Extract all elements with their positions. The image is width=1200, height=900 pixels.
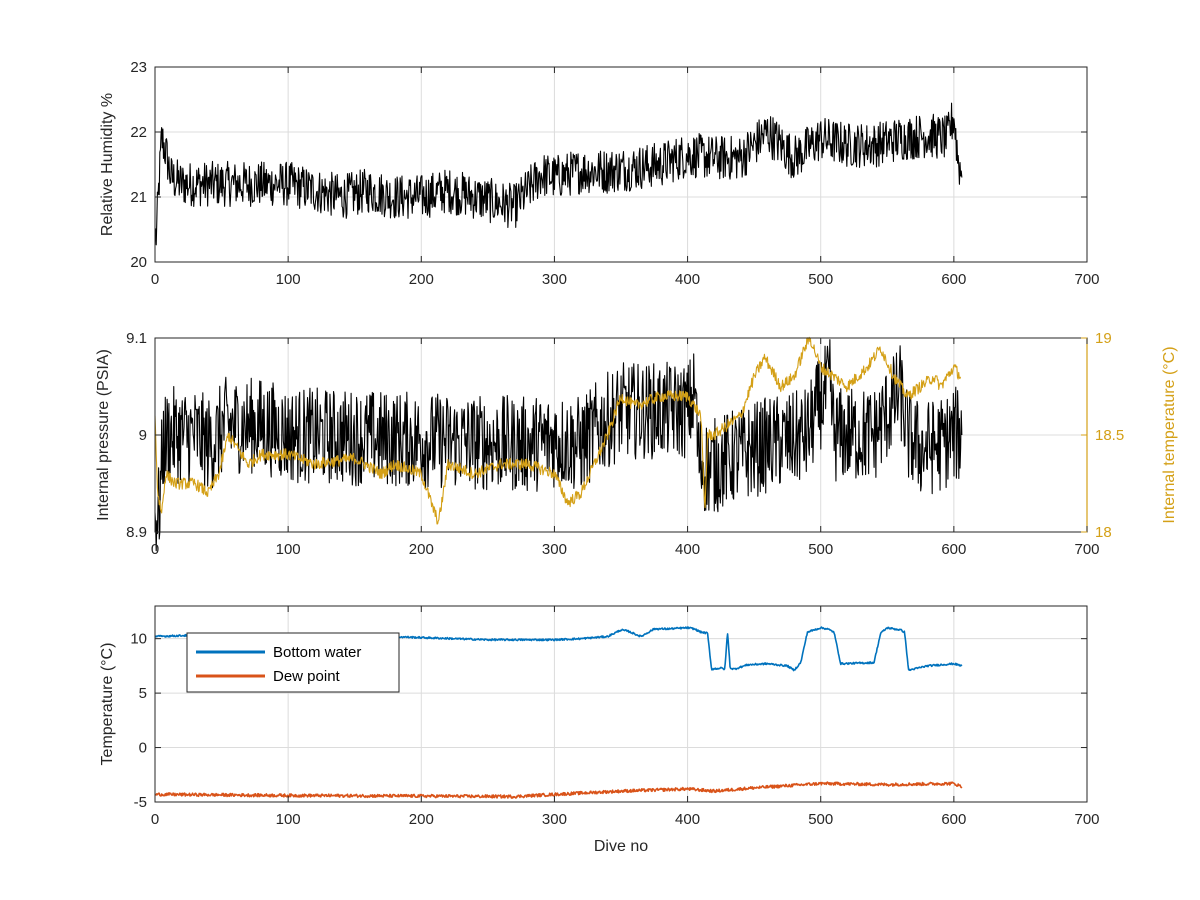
- x-tick-label: 600: [941, 271, 966, 288]
- x-tick-label: 0: [151, 541, 159, 558]
- x-tick-label: 300: [542, 271, 567, 288]
- y2-tick-label: 18: [1095, 524, 1112, 541]
- x-tick-label: 200: [409, 271, 434, 288]
- y-tick-label: 5: [139, 685, 147, 702]
- x-tick-label: 400: [675, 541, 700, 558]
- x-tick-label: 700: [1074, 271, 1099, 288]
- x-tick-label: 400: [675, 271, 700, 288]
- x-tick-label: 300: [542, 811, 567, 828]
- axes-box: [154, 605, 1088, 803]
- legend-box: [186, 632, 400, 693]
- legend-label: Bottom water: [273, 644, 361, 661]
- series-line-2-2: [154, 336, 962, 525]
- x-tick-label: 100: [276, 271, 301, 288]
- x-tick-label: 700: [1074, 811, 1099, 828]
- x-tick-label: 200: [409, 811, 434, 828]
- x-tick-label: 100: [276, 541, 301, 558]
- x-tick-label: 300: [542, 541, 567, 558]
- y-axis-label: Relative Humidity %: [99, 93, 116, 236]
- legend-label: Dew point: [273, 668, 341, 685]
- subplot-1: 0 100 200 300 400 500 600 700 20 21 22 23 Relative H…: [99, 59, 1100, 288]
- y-tick-label: -5: [134, 794, 147, 811]
- series-line-1-1: [154, 102, 963, 246]
- x-tick-label: 100: [276, 811, 301, 828]
- y-tick-label: 8.9: [126, 524, 147, 541]
- y-tick-label: 9.1: [126, 330, 147, 347]
- y-tick-label: 9: [139, 427, 147, 444]
- x-tick-label: 600: [941, 541, 966, 558]
- x-tick-label: 700: [1074, 541, 1099, 558]
- y-tick-label: 23: [130, 59, 147, 76]
- x-tick-label: 500: [808, 541, 833, 558]
- y-tick-label: 22: [130, 124, 147, 141]
- subplot-3: 0 100 200 300 400 500 600 700-50510Temperature …: [99, 605, 1100, 855]
- subplot-2: 0 100 200 300 400 500 600 700 8.9 9 9.1 18 18.5 19 Int…: [95, 330, 1178, 558]
- x-tick-label: 500: [808, 271, 833, 288]
- x-tick-label: 500: [808, 811, 833, 828]
- x-tick-label: 0: [151, 271, 159, 288]
- axes-box: [154, 66, 1088, 263]
- x-tick-label: 0: [151, 811, 159, 828]
- x-axis-label: Dive no: [594, 838, 648, 855]
- x-tick-label: 600: [941, 811, 966, 828]
- y2-tick-label: 18.5: [1095, 427, 1124, 444]
- y-tick-label: 21: [130, 189, 147, 206]
- y-tick-label: 10: [130, 631, 147, 648]
- y2-tick-label: 19: [1095, 330, 1112, 347]
- y-tick-label: 20: [130, 254, 147, 271]
- y-axis-label: Temperature (°C): [99, 643, 116, 766]
- x-tick-label: 400: [675, 811, 700, 828]
- x-tick-label: 200: [409, 541, 434, 558]
- y2-axis-label: Internal temperature (°C): [1161, 346, 1178, 523]
- legend: Bottom water Dew point: [186, 632, 400, 693]
- y-axis-label: Internal pressure (PSIA): [95, 349, 112, 521]
- y-tick-label: 0: [139, 740, 147, 757]
- series-line-dew-point: [154, 781, 963, 799]
